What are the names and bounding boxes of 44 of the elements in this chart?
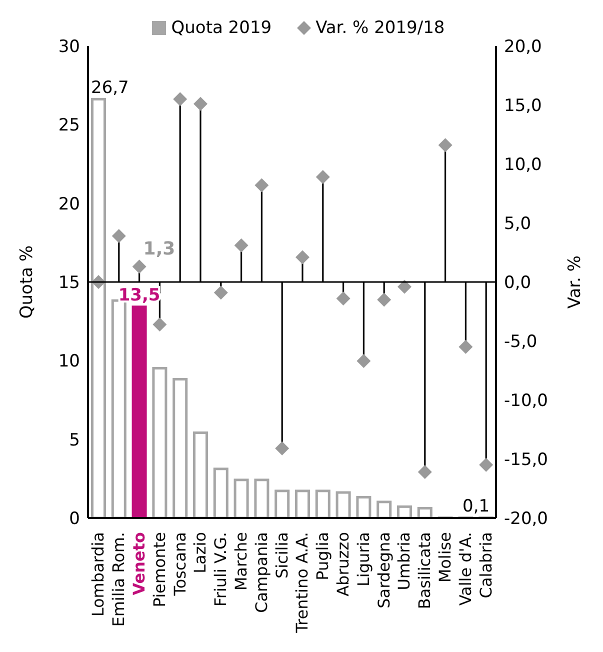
data-label: 0,1 (462, 496, 490, 516)
y2-tick-label: -15,0 (504, 450, 548, 470)
x-tick-label: Marche (232, 532, 250, 591)
x-tick-label: Basilicata (415, 532, 434, 610)
y2-axis-title: Var. % (565, 255, 586, 309)
y-axis-title: Quota % (17, 245, 38, 319)
y2-tick-label: 10,0 (504, 155, 542, 176)
y2-tick-label: 15,0 (504, 96, 542, 116)
y2-tick-label: 20,0 (504, 37, 542, 58)
x-tick-label: Sicilia (272, 532, 292, 579)
y2-tick-label: -5,0 (504, 332, 538, 352)
legend-label: Var. % 2019/18 (316, 18, 445, 38)
data-label: 26,7 (91, 78, 129, 98)
x-tick-label: Emilia Rom. (109, 532, 128, 627)
y2-tick-label: -10,0 (504, 391, 548, 412)
y-tick-label: 25 (58, 116, 80, 136)
x-tick-label: Friuli V.G. (211, 532, 230, 607)
x-tick-label: Umbria (394, 532, 414, 590)
x-tick-label: Liguria (354, 532, 373, 586)
y-tick-label: 10 (58, 352, 80, 372)
legend-label: Quota 2019 (171, 18, 272, 38)
x-tick-label: Molise (436, 532, 454, 583)
x-tick-label: Valle d'A. (456, 532, 475, 606)
y-tick-label: 5 (69, 430, 80, 450)
x-tick-label: Calabria (476, 532, 496, 598)
y-tick-label: 30 (58, 37, 80, 58)
x-tick-label: Puglia (313, 532, 332, 580)
x-tick-label: Campania (252, 532, 271, 613)
y-tick-label: 20 (58, 194, 80, 214)
x-tick-label: Lazio (190, 532, 210, 574)
y2-tick-label: -20,0 (504, 509, 548, 530)
x-tick-label: Piemonte (150, 532, 169, 608)
data-label: 1,3 (143, 238, 176, 260)
x-tick-label: Sardegna (374, 532, 394, 608)
x-tick-label: Toscana (170, 532, 190, 597)
x-tick-label: Trentino A.A. (292, 532, 312, 634)
x-tick-label: Veneto (130, 532, 148, 596)
y-tick-label: 0 (69, 509, 80, 530)
data-label: 13,5 (118, 286, 160, 306)
y2-tick-label: 5,0 (504, 214, 532, 234)
x-tick-label: Abruzzo (334, 532, 352, 596)
y-tick-label: 15 (58, 273, 80, 294)
x-tick-label: Lombardia (88, 532, 108, 617)
y2-tick-label: 0,0 (504, 273, 532, 294)
